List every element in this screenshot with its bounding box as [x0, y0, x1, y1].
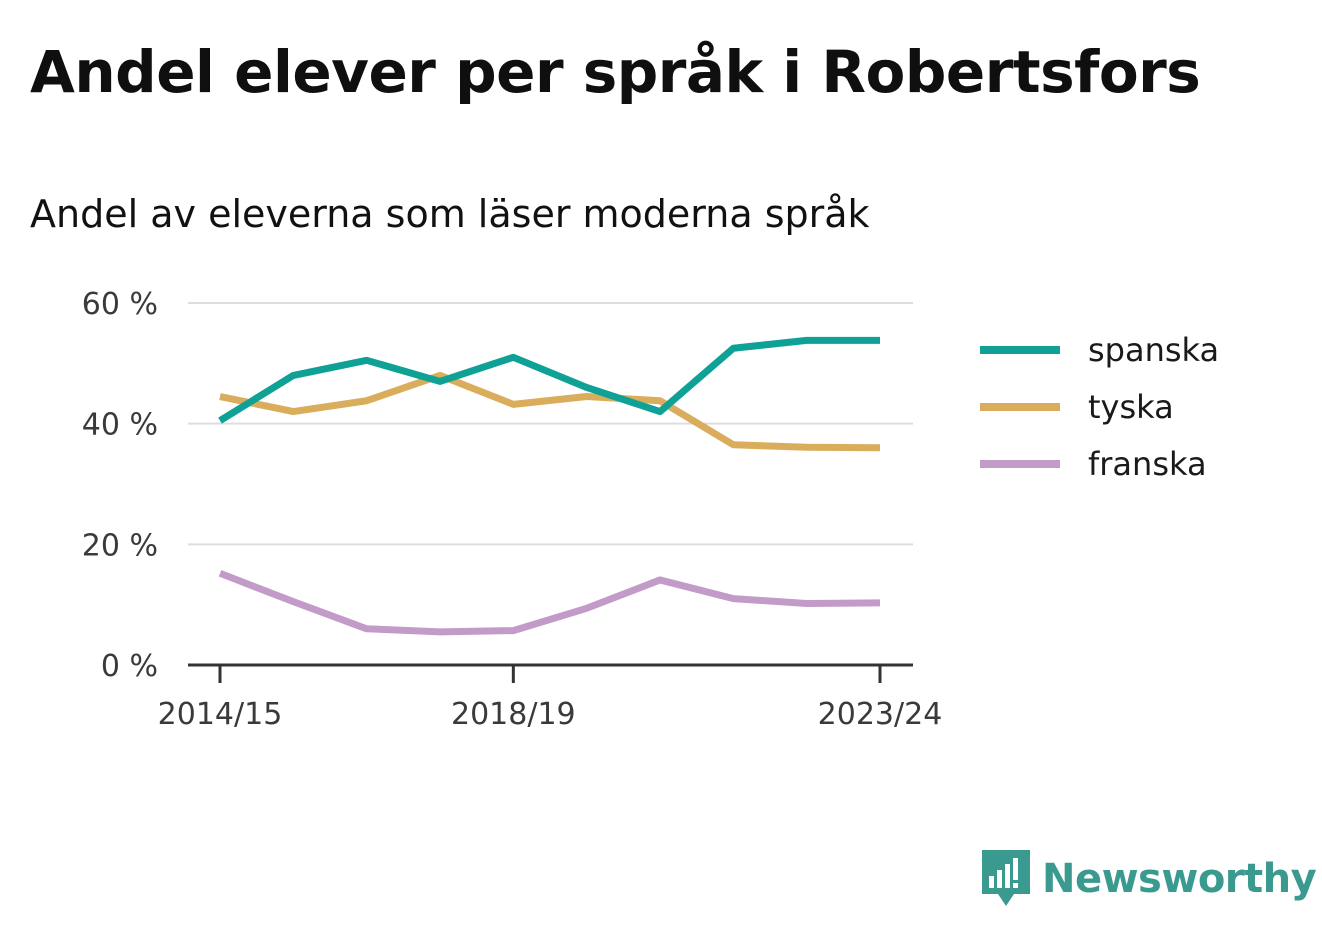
chart-subtitle: Andel av eleverna som läser moderna språ…: [30, 192, 870, 236]
legend-label-spanska: spanska: [1088, 331, 1219, 369]
x-tick-label: 2023/24: [818, 697, 943, 732]
y-tick-label: 0 %: [101, 649, 158, 684]
x-tick-label: 2018/19: [451, 697, 576, 732]
legend-label-tyska: tyska: [1088, 388, 1174, 426]
brand-logo: Newsworthy: [980, 848, 1317, 910]
series-line-tyska: [219, 371, 881, 452]
y-tick-label: 20 %: [82, 528, 158, 563]
x-axis: 2014/15 2018/19 2023/24: [158, 663, 943, 732]
y-tick-label: 40 %: [82, 408, 158, 443]
series-line-franska: [218, 570, 881, 636]
newsworthy-logo-icon: [982, 850, 1030, 906]
x-tick-label: 2014/15: [158, 697, 283, 732]
gridlines: [188, 302, 913, 546]
y-axis-ticks: 0 % 20 % 40 % 60 %: [82, 287, 158, 684]
legend: spanska tyska franska: [980, 331, 1219, 483]
series-lines: [218, 336, 881, 636]
y-tick-label: 60 %: [82, 287, 158, 322]
series-line-spanska: [218, 336, 880, 424]
brand-name: Newsworthy: [1042, 856, 1317, 902]
legend-label-franska: franska: [1088, 445, 1207, 483]
chart-title: Andel elever per språk i Robertsfors: [30, 38, 1201, 106]
